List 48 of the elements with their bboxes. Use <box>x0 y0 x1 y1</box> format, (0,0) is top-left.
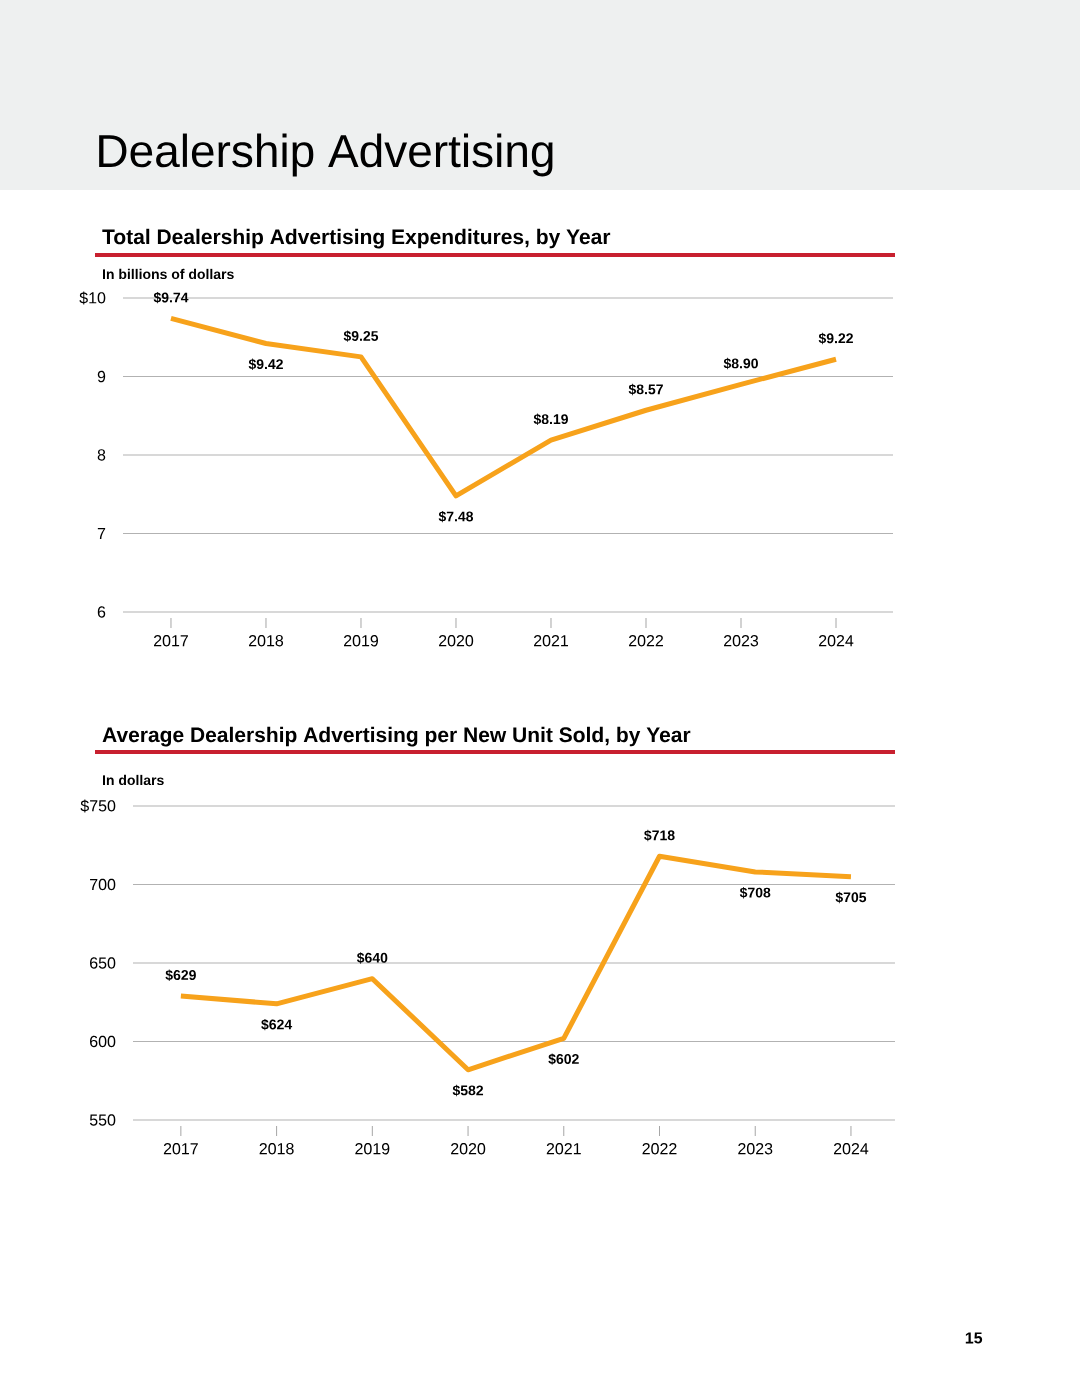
y-tick-label: 600 <box>90 1035 116 1048</box>
x-tick-label: 2017 <box>153 635 188 647</box>
y-tick-label: 8 <box>97 449 106 461</box>
text: Dealership Advertising <box>99 133 553 177</box>
y-tick-label: 650 <box>90 957 116 969</box>
x-tick-label: 2023 <box>738 1143 773 1155</box>
data-label: $7.48 <box>438 510 474 523</box>
data-label: $9.74 <box>153 291 189 304</box>
data-label: $8.57 <box>628 383 663 396</box>
x-tick-label: 2020 <box>451 1143 486 1155</box>
x-tick-label: 2023 <box>724 635 759 647</box>
x-tick-label: 2020 <box>439 635 474 647</box>
data-label: $708 <box>739 887 771 899</box>
y-tick-label: 7 <box>97 527 106 539</box>
x-tick-label: 2024 <box>833 1143 869 1155</box>
text: 15 <box>965 1332 983 1344</box>
x-tick-label: 2022 <box>642 1143 677 1155</box>
x-tick-label: 2017 <box>163 1143 198 1155</box>
x-tick-label: 2018 <box>249 635 284 647</box>
chart-title: Average Dealership Advertising per New Unit Sold, by Year <box>102 726 691 747</box>
y-tick-label: 700 <box>90 878 116 891</box>
y-tick-label: 9 <box>97 370 106 383</box>
x-tick-label: 2019 <box>355 1143 390 1155</box>
data-label: $624 <box>261 1018 293 1031</box>
x-tick-label: 2022 <box>629 635 663 647</box>
chart-title: Total Dealership Advertising Expenditures, by Year <box>102 228 611 249</box>
y-tick-label: $750 <box>80 799 116 813</box>
x-tick-label: 2024 <box>819 635 854 647</box>
y-tick-label: 6 <box>97 606 106 618</box>
x-tick-label: 2018 <box>259 1143 294 1155</box>
x-tick-label: 2019 <box>344 635 378 647</box>
y-axis-title: In billions of dollars <box>103 268 234 280</box>
data-label: $705 <box>835 891 867 904</box>
y-tick-label: $10 <box>79 291 106 305</box>
y-axis-title: In dollars <box>103 774 164 786</box>
x-tick-label: 2021 <box>534 635 569 647</box>
data-label: $718 <box>644 829 675 842</box>
x-tick-label: 2021 <box>546 1143 581 1155</box>
data-label: $8.90 <box>723 357 758 370</box>
data-label: $9.22 <box>818 332 853 345</box>
data-label: $640 <box>356 952 388 964</box>
data-label: $9.25 <box>343 330 379 342</box>
data-label: $629 <box>165 969 196 981</box>
data-label: $602 <box>548 1053 579 1065</box>
data-label: $8.19 <box>533 413 568 426</box>
y-tick-label: 550 <box>89 1114 116 1126</box>
data-label: $582 <box>452 1084 484 1097</box>
data-label: $9.42 <box>248 358 283 371</box>
